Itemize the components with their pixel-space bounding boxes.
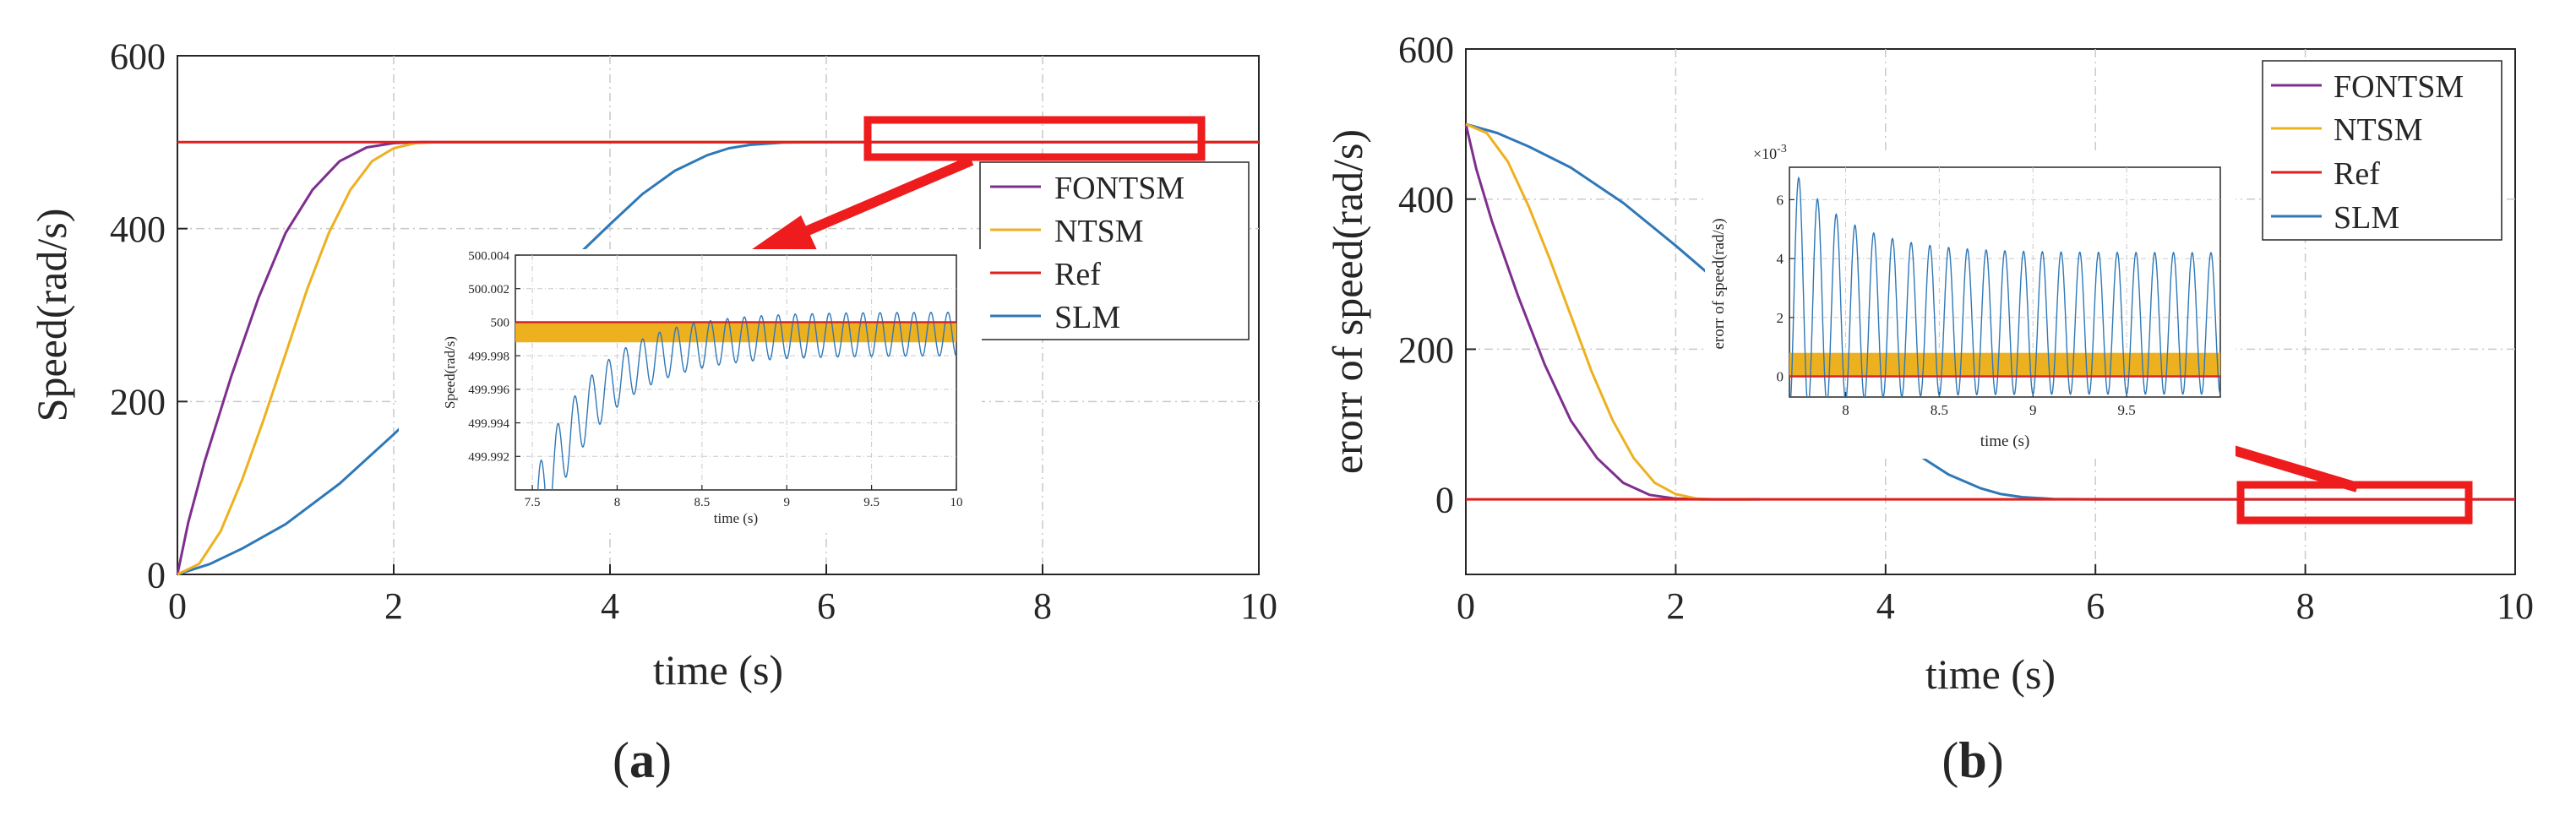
inset-y-tick-label: 499.994 xyxy=(468,417,509,431)
inset-y-tick-label: 6 xyxy=(1777,192,1784,208)
panel-a-y-axis-label: Speed(rad/s) xyxy=(28,209,75,422)
y-tick-label: 400 xyxy=(110,209,166,250)
panel-b-inset-series xyxy=(1789,176,2220,397)
panel-b-inset-x-ticks: 8 8.5 9 9.5 xyxy=(1842,392,2136,418)
legend-b-ref-label: Ref xyxy=(2334,156,2380,192)
inset-y-tick-label: 500.004 xyxy=(468,249,509,263)
y-tick-label: 400 xyxy=(1398,179,1454,220)
x-tick-label: 2 xyxy=(384,585,403,627)
inset-x-tick-label: 9.5 xyxy=(863,496,880,509)
inset-x-tick-label: 10 xyxy=(950,496,963,509)
panel-a-zoom-box xyxy=(863,116,1206,161)
inset-x-tick-label: 7.5 xyxy=(525,496,541,509)
panel-b-x-axis-label: time (s) xyxy=(1925,650,2056,698)
panel-b-x-ticks: 0 2 4 6 8 10 xyxy=(1457,564,2534,627)
inset-x-tick-label: 9.5 xyxy=(2118,402,2136,418)
inset-y-tick-label: 2 xyxy=(1777,310,1784,326)
x-tick-label: 2 xyxy=(1666,585,1685,627)
x-tick-label: 10 xyxy=(2497,585,2534,627)
inset-y-tick-label: 4 xyxy=(1777,251,1784,267)
panel-a-inset-y-axis-label: Speed(rad/s) xyxy=(442,336,458,409)
panel-a-inset-x-axis-label: time (s) xyxy=(714,510,758,526)
panel-b-inset-x-axis-label: time (s) xyxy=(1980,432,2030,450)
x-tick-label: 8 xyxy=(2296,585,2315,627)
panel-a-legend: FONTSM NTSM Ref SLM xyxy=(979,161,1250,340)
panel-a-inset-plot-area xyxy=(515,254,957,491)
legend-a-ref-label: Ref xyxy=(1054,257,1101,292)
x-tick-label: 0 xyxy=(1457,585,1475,627)
series-line-ntsm xyxy=(1465,122,1750,501)
panel-b-inset-exponent: ×10-3 xyxy=(1753,143,1787,162)
panel-b-label-letter: b xyxy=(1958,732,1986,788)
panel-b-label: (b) xyxy=(1942,732,2003,788)
panel-a-zoom-arrow xyxy=(787,155,974,243)
inset-y-tick-label: 500 xyxy=(491,317,510,330)
y-tick-label: 600 xyxy=(1398,29,1454,70)
series-band-ntsm xyxy=(515,322,956,343)
panel-a-inset-y-ticks: 499.992 499.994 499.996 499.998 500 500.002 50… xyxy=(468,249,520,465)
panel-a-y-ticks: 0 200 400 600 xyxy=(110,35,188,596)
x-tick-label: 10 xyxy=(1240,585,1277,627)
panel-b-y-ticks: 0 200 400 600 xyxy=(1398,29,1476,521)
legend-a-fontsm-label: FONTSM xyxy=(1054,171,1185,206)
panel-b-inset-exponent-base: ×10 xyxy=(1753,145,1777,162)
y-tick-label: 200 xyxy=(1398,329,1454,371)
y-tick-label: 0 xyxy=(147,554,166,596)
inset-x-tick-label: 8.5 xyxy=(694,496,710,509)
y-tick-label: 0 xyxy=(1435,480,1454,521)
inset-y-tick-label: 499.998 xyxy=(468,350,509,363)
panel-b: 0 2 4 6 8 10 0 200 400 600 time (s) erorr of spe… xyxy=(1324,29,2534,788)
inset-x-tick-label: 8.5 xyxy=(1931,402,1948,418)
x-tick-label: 6 xyxy=(2086,585,2105,627)
x-tick-label: 4 xyxy=(1876,585,1895,627)
y-tick-label: 600 xyxy=(110,35,166,77)
panel-a-inset: 7.5 8 8.5 9 9.5 10 499.992499.994499.996499.9… xyxy=(399,249,982,532)
legend-a-slm-label: SLM xyxy=(1054,300,1120,335)
inset-series-layer xyxy=(1789,176,2220,397)
panel-b-y-axis-label: erorr of speed(rad/s) xyxy=(1324,129,1371,474)
panel-a-label-letter: a xyxy=(629,732,655,788)
legend-a-ntsm-label: NTSM xyxy=(1054,214,1144,249)
panel-b-inset-y-axis-label: erorr of speed(rad/s) xyxy=(1710,218,1728,349)
inset-y-tick-label: 500.002 xyxy=(468,283,509,296)
panel-b-legend: FONTSM NTSM Ref SLM xyxy=(2262,60,2502,241)
x-tick-label: 8 xyxy=(1033,585,1052,627)
panel-b-legend-box xyxy=(2262,60,2502,241)
inset-x-tick-label: 9 xyxy=(2029,402,2037,418)
inset-y-tick-label: 499.992 xyxy=(468,451,509,465)
panel-a-x-ticks: 0 2 4 6 8 10 xyxy=(168,564,1277,627)
y-tick-label: 200 xyxy=(110,382,166,423)
inset-series-layer xyxy=(515,311,956,490)
panel-a-zoom-arrowhead xyxy=(743,215,818,255)
series-band-ntsm xyxy=(1789,352,2220,377)
x-tick-label: 0 xyxy=(168,585,187,627)
panel-b-inset-exponent-power: -3 xyxy=(1777,143,1787,155)
inset-x-tick-label: 9 xyxy=(783,496,790,509)
legend-b-fontsm-label: FONTSM xyxy=(2334,69,2464,105)
inset-x-tick-label: 8 xyxy=(1842,402,1849,418)
panel-a-series xyxy=(176,140,1259,576)
x-tick-label: 6 xyxy=(817,585,836,627)
legend-b-slm-label: SLM xyxy=(2334,200,2399,236)
panel-a-inset-x-ticks: 7.5 8 8.5 9 9.5 10 xyxy=(525,485,963,509)
series-line-slm xyxy=(536,311,956,490)
panel-a-x-axis-label: time (s) xyxy=(653,646,783,694)
panel-a-inset-series xyxy=(515,311,956,490)
panel-a: 0 2 4 6 8 10 0 200 400 600 time (s) Speed(rad/s)… xyxy=(28,35,1277,788)
inset-x-tick-label: 8 xyxy=(614,496,621,509)
panel-a-label: (a) xyxy=(613,732,672,788)
legend-b-ntsm-label: NTSM xyxy=(2334,112,2423,148)
x-tick-label: 4 xyxy=(601,585,619,627)
panel-b-inset: 8 8.5 9 9.5 0 2 4 6 time (s) erorr of speed(ra… xyxy=(1705,143,2236,459)
series-line-slm xyxy=(1790,176,2220,397)
panel-a-legend-box xyxy=(979,161,1250,340)
inset-y-tick-label: 0 xyxy=(1777,369,1784,385)
inset-y-tick-label: 499.996 xyxy=(468,384,509,397)
